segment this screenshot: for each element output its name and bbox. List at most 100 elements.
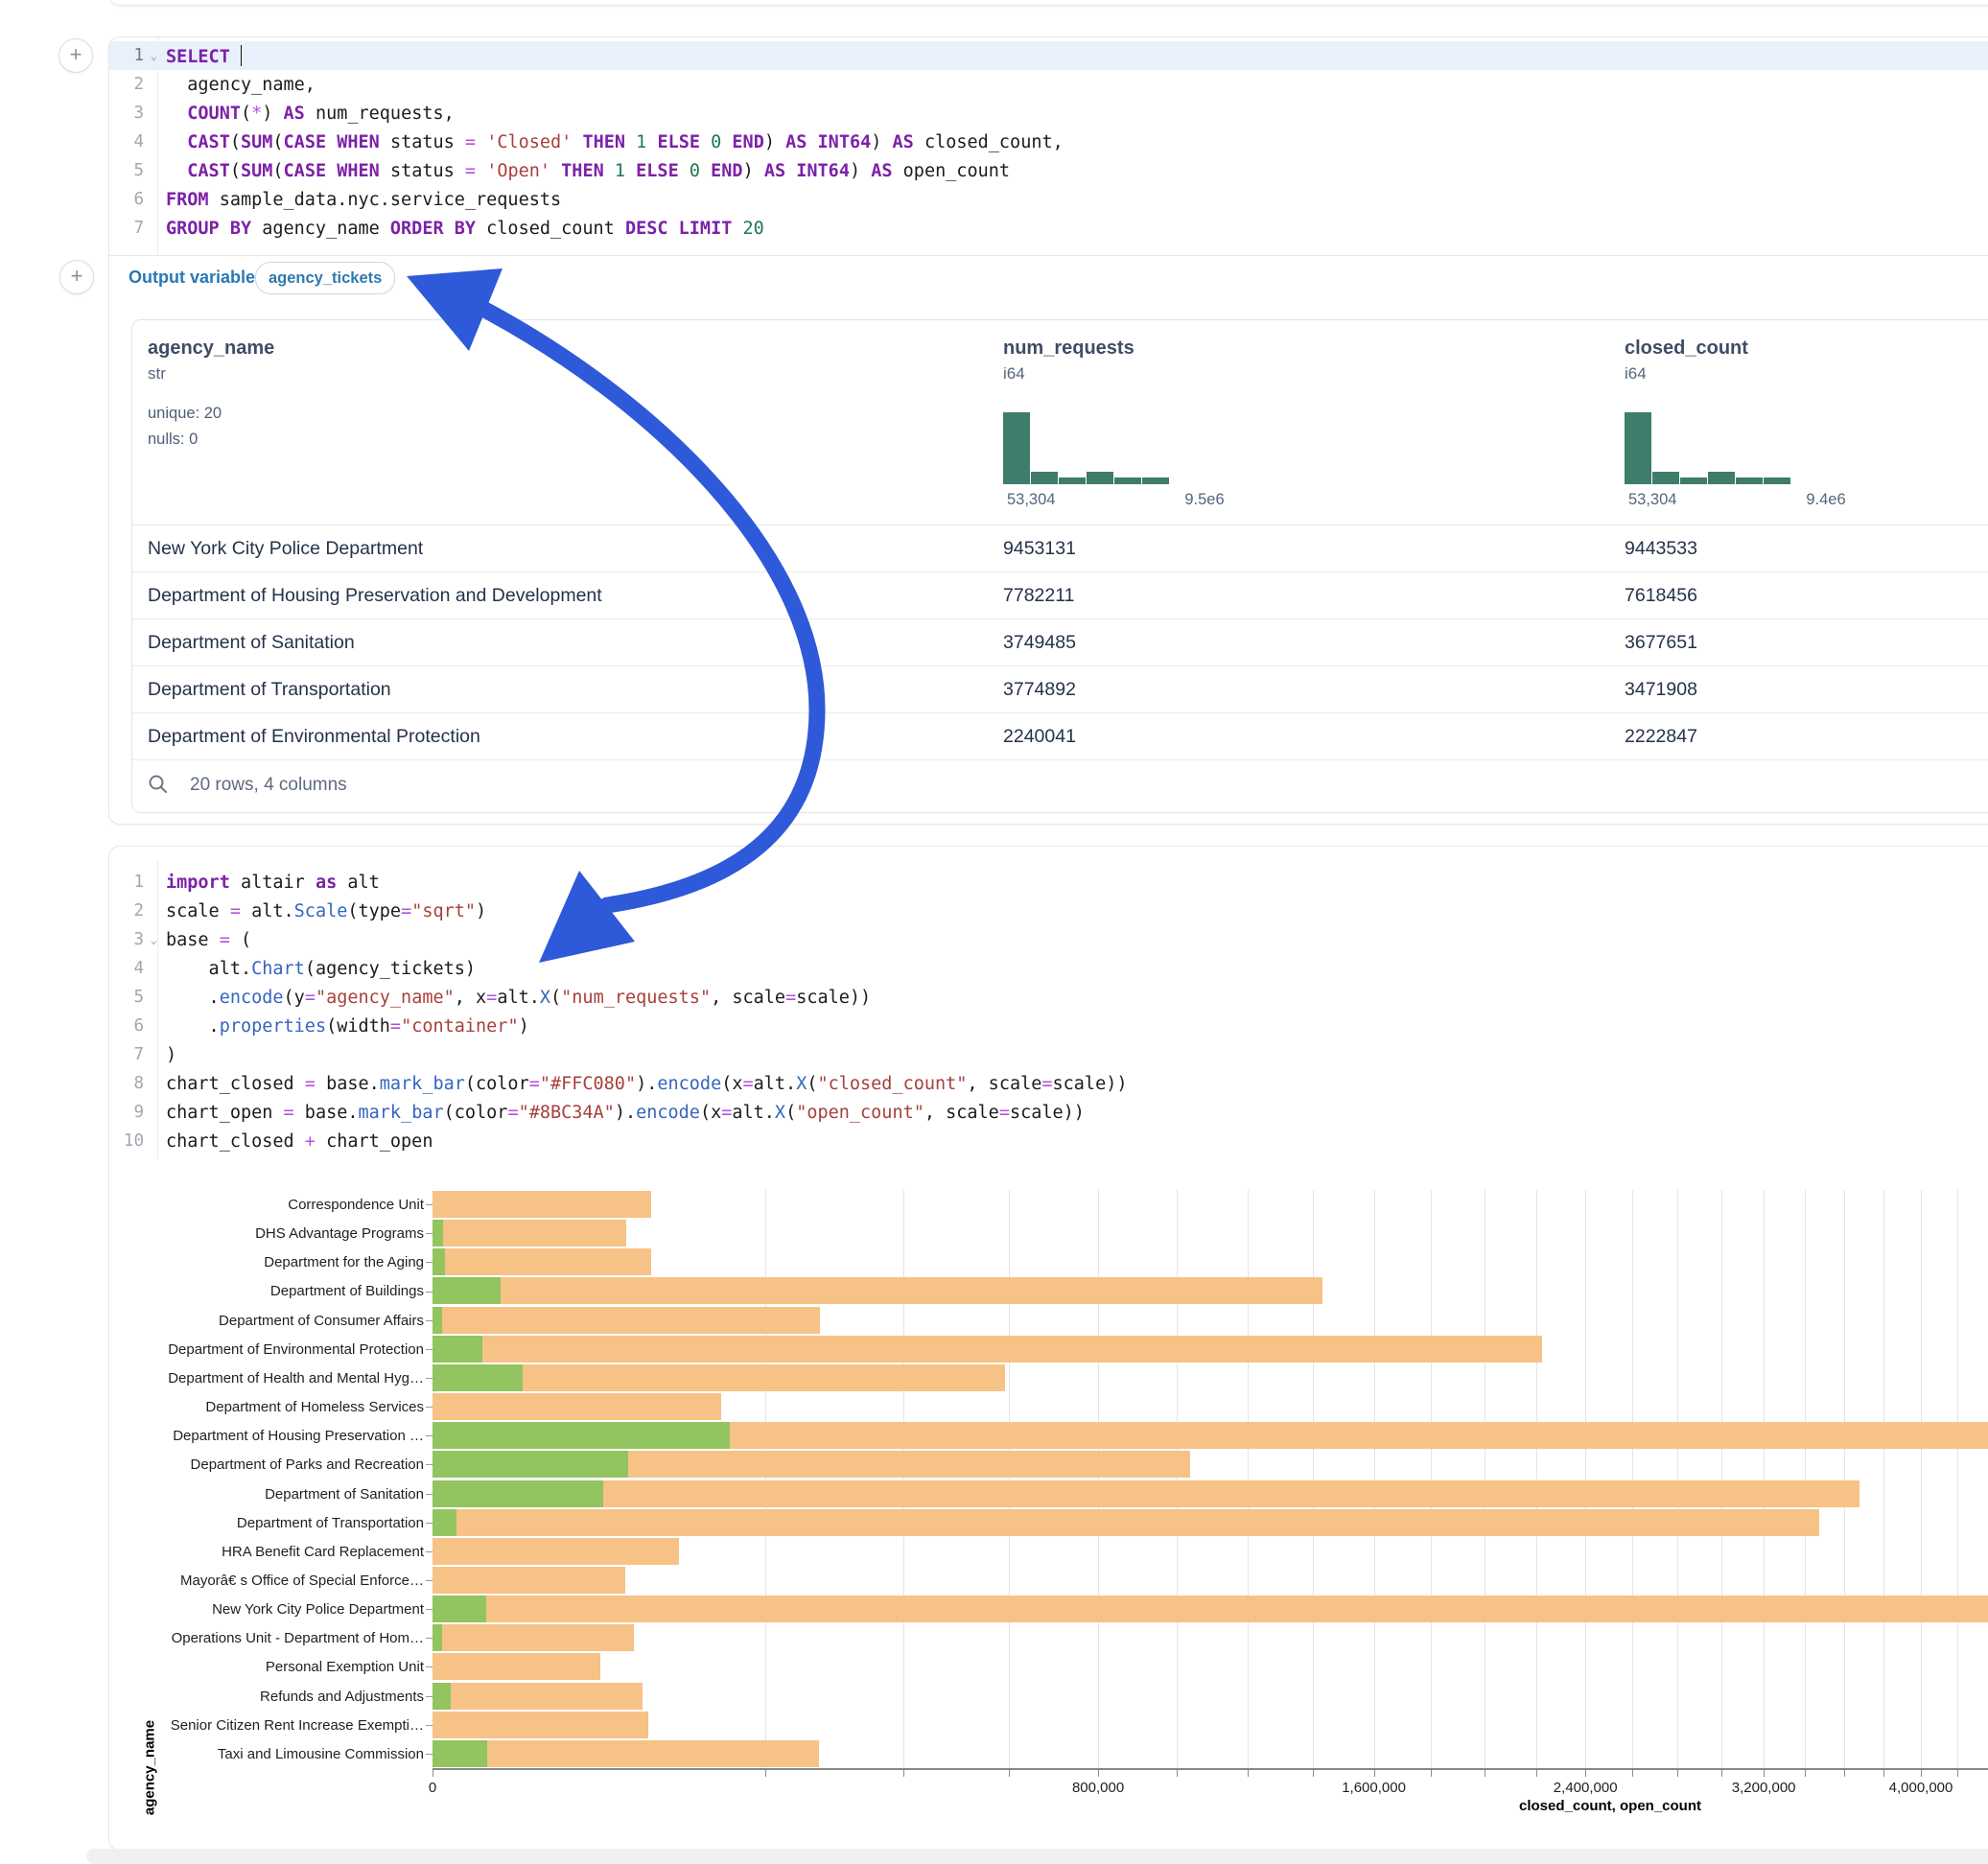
column-histogram <box>1003 412 1169 484</box>
gridline <box>1431 1190 1433 1768</box>
code-line[interactable]: 6 .properties(width="container") <box>109 1012 1988 1040</box>
histogram-bar <box>1087 472 1113 484</box>
add-cell-button-middle[interactable]: + <box>59 260 94 294</box>
table-row[interactable]: Department of Environmental Protection 22… <box>132 712 1988 760</box>
x-axis-tick <box>765 1770 767 1777</box>
bar-closed-count <box>433 1566 625 1594</box>
code-line[interactable]: 3 COUNT(*) AS num_requests, <box>109 99 1988 128</box>
x-axis-tick-label: 800,000 <box>1071 1780 1125 1796</box>
column-header[interactable]: closed_count <box>1625 338 1748 359</box>
histogram-bar <box>1625 412 1651 484</box>
fold-chevron-down-icon[interactable]: ⌄ <box>150 49 157 62</box>
code-line[interactable]: 2 scale = alt.Scale(type="sqrt") <box>109 897 1988 925</box>
table-cell: Department of Sanitation <box>148 632 355 653</box>
gridline <box>902 1190 904 1768</box>
search-icon[interactable] <box>148 774 169 800</box>
column-type: i64 <box>1003 364 1025 383</box>
table-cell: 3774892 <box>1003 679 1076 700</box>
x-axis-tick-label: 4,000,000 <box>1888 1780 1953 1796</box>
bar-open-count <box>433 1739 488 1767</box>
column-stats: nulls: 0 <box>148 431 199 448</box>
y-axis-category-label: Refunds and Adjustments <box>260 1688 424 1705</box>
code-text: .properties(width="container") <box>166 1015 529 1037</box>
y-axis-tick <box>426 1464 433 1466</box>
table-row[interactable]: Department of Sanitation 3749485 3677651 <box>132 618 1988 666</box>
y-axis-tick <box>426 1580 433 1582</box>
code-line[interactable]: 10 chart_closed + chart_open <box>109 1127 1988 1155</box>
bottom-scrollbar-track[interactable] <box>86 1849 1988 1864</box>
y-axis-category-label: Mayorâ€ s Office of Special Enforce… <box>179 1572 424 1589</box>
column-header[interactable]: num_requests <box>1003 338 1134 359</box>
code-line[interactable]: 4 CAST(SUM(CASE WHEN status = 'Closed' T… <box>109 128 1988 156</box>
table-footer: 20 rows, 4 columns <box>132 759 1988 812</box>
y-axis-tick <box>426 1666 433 1668</box>
code-text: SELECT <box>157 44 243 67</box>
histogram-bar <box>1764 478 1790 484</box>
y-axis-tick <box>426 1522 433 1524</box>
code-line[interactable]: 5 .encode(y="agency_name", x=alt.X("num_… <box>109 983 1988 1012</box>
table-row[interactable]: Department of Housing Preservation and D… <box>132 571 1988 619</box>
code-line[interactable]: 1 import altair as alt <box>109 868 1988 897</box>
histogram-bar <box>1142 478 1169 484</box>
line-number: 4 <box>133 959 144 978</box>
code-line[interactable]: 4 alt.Chart(agency_tickets) <box>109 954 1988 983</box>
altair-bar-chart: agency_name closed_count, open_count 0 80… <box>109 1173 1988 1850</box>
x-axis-tick <box>1585 1770 1587 1777</box>
bar-open-count <box>433 1480 603 1507</box>
y-axis-tick <box>426 1753 433 1755</box>
bar-closed-count <box>433 1363 1006 1391</box>
code-text: .encode(y="agency_name", x=alt.X("num_re… <box>166 987 872 1008</box>
python-code-editor[interactable]: 1 import altair as alt 2 scale = alt.Scale(… <box>109 868 1988 1155</box>
sql-code-editor[interactable]: 1 ⌄ SELECT 2 agency_name, 3 COUNT(*) AS num… <box>109 41 1988 243</box>
gridline <box>1585 1190 1587 1768</box>
table-cell: 9443533 <box>1625 538 1697 559</box>
code-block-divider <box>109 255 1988 256</box>
code-text: alt.Chart(agency_tickets) <box>166 958 477 979</box>
output-variable-pill[interactable]: agency_tickets <box>255 262 395 294</box>
column-header[interactable]: agency_name <box>148 338 275 359</box>
gridline <box>1535 1190 1537 1768</box>
histogram-bar <box>1708 472 1735 484</box>
code-text: chart_open = base.mark_bar(color="#8BC34… <box>166 1102 1085 1123</box>
code-line[interactable]: 7 GROUP BY agency_name ORDER BY closed_co… <box>109 214 1988 243</box>
y-axis-category-label: DHS Advantage Programs <box>255 1225 424 1243</box>
x-axis-tick <box>1957 1770 1959 1777</box>
code-line[interactable]: 3 ⌄ base = ( <box>109 925 1988 954</box>
bar-closed-count <box>433 1480 1860 1507</box>
bar-open-count <box>433 1248 446 1276</box>
x-axis-tick <box>1632 1770 1634 1777</box>
table-cell: New York City Police Department <box>148 538 424 559</box>
x-axis-tick <box>1677 1770 1679 1777</box>
python-cell-card: 1 import altair as alt 2 scale = alt.Scale(… <box>108 846 1988 1851</box>
y-axis-category-label: Taxi and Limousine Commission <box>217 1745 424 1762</box>
y-axis-category-label: Department of Health and Mental Hyg… <box>168 1369 424 1386</box>
code-line[interactable]: 7) <box>109 1040 1988 1069</box>
table-row[interactable]: New York City Police Department 9453131 94… <box>132 524 1988 572</box>
add-cell-button-top[interactable]: + <box>58 38 93 73</box>
bar-closed-count <box>433 1306 820 1334</box>
x-axis-tick <box>1764 1770 1766 1777</box>
y-axis-tick <box>426 1609 433 1611</box>
fold-chevron-down-icon[interactable]: ⌄ <box>150 933 157 946</box>
bar-closed-count <box>433 1537 680 1565</box>
code-text: chart_closed = base.mark_bar(color="#FFC… <box>166 1073 1128 1094</box>
code-line[interactable]: 9 chart_open = base.mark_bar(color="#8BC3… <box>109 1098 1988 1127</box>
line-number: 2 <box>133 75 144 94</box>
line-number: 1 <box>133 873 144 892</box>
code-line[interactable]: 1 ⌄ SELECT <box>109 41 1988 70</box>
code-text: CAST(SUM(CASE WHEN status = 'Closed' THE… <box>187 131 1064 152</box>
code-line[interactable]: 2 agency_name, <box>109 70 1988 99</box>
line-number: 10 <box>123 1131 144 1151</box>
table-row[interactable]: Department of Transportation 3774892 34719… <box>132 665 1988 713</box>
line-number: 7 <box>133 219 144 238</box>
y-axis-category-label: Senior Citizen Rent Increase Exempti… <box>170 1716 424 1734</box>
code-line[interactable]: 8 chart_closed = base.mark_bar(color="#FF… <box>109 1069 1988 1098</box>
column-stats: unique: 20 <box>148 405 222 422</box>
code-line[interactable]: 5 CAST(SUM(CASE WHEN status = 'Open' THE… <box>109 156 1988 185</box>
code-line[interactable]: 6 FROM sample_data.nyc.service_requests <box>109 185 1988 214</box>
bar-open-count <box>433 1508 456 1536</box>
bar-open-count <box>433 1220 443 1247</box>
table-cell: Department of Environmental Protection <box>148 726 480 747</box>
y-axis-category-label: Department of Buildings <box>269 1283 424 1300</box>
table-cell: 7782211 <box>1003 585 1075 606</box>
